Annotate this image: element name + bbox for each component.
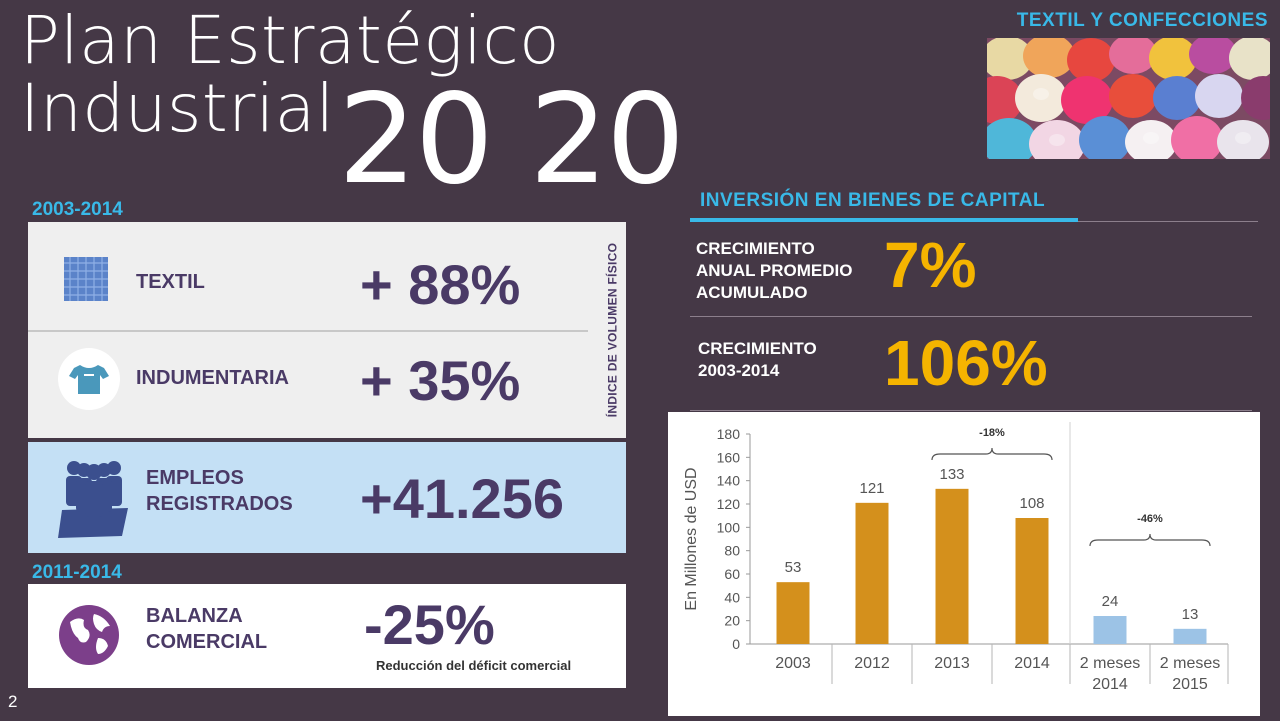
x-tick-label: 2015	[1172, 676, 1208, 693]
indumentaria-value: + 35%	[360, 349, 521, 412]
bar-0	[776, 582, 810, 644]
page-title-year: 20 20	[338, 68, 685, 212]
x-tick-label: 2013	[934, 655, 970, 672]
y-tick-label: 40	[724, 589, 740, 605]
x-tick-label: 2 meses	[1080, 655, 1140, 672]
bar-value-label: 108	[1019, 495, 1044, 512]
textil-value: + 88%	[360, 253, 521, 316]
x-tick-label: 2 meses	[1160, 655, 1220, 672]
x-tick-label: 2014	[1092, 676, 1128, 693]
globe-icon	[58, 604, 120, 666]
sector-title: TEXTIL Y CONFECCIONES	[1016, 10, 1268, 31]
bar-2	[935, 488, 969, 644]
annotation-label: -18%	[979, 427, 1005, 439]
volume-index-note: ÍNDICE DE VOLUMEN FÍSICO	[605, 242, 620, 418]
balanza-label: BALANZA COMERCIAL	[146, 604, 267, 655]
investment-bar-chart: 0 20 40 60 80 100 120 140 160 180 En Millones de U…	[683, 422, 1229, 693]
page-number: 2	[8, 692, 18, 711]
y-tick-label: 100	[717, 519, 741, 535]
bar-value-label: 13	[1182, 606, 1199, 623]
divider	[690, 410, 1252, 411]
y-tick-label: 80	[724, 543, 740, 559]
balanza-panel: BALANZA COMERCIAL -25% Reducción del déf…	[28, 584, 626, 688]
annotation-brace	[931, 447, 1053, 461]
empleos-value: +41.256	[360, 467, 564, 530]
empleos-label-line1: EMPLEOS	[146, 467, 244, 489]
bar-value-label: 121	[859, 480, 884, 497]
investment-chart-card: 0 20 40 60 80 100 120 140 160 180 En Millones de U…	[668, 412, 1260, 716]
balanza-label-line1: BALANZA	[146, 605, 243, 627]
bar-4	[1093, 616, 1127, 644]
page-title-line1: Plan Estratégico	[20, 2, 561, 79]
thread-spools-image	[987, 38, 1270, 159]
annotation-brace	[1089, 533, 1211, 547]
kpi2-value: 106%	[884, 327, 1048, 399]
kpi1-label-line3: ACUMULADO	[696, 283, 808, 303]
x-tick-label: 2003	[775, 655, 811, 672]
kpi2-label: CRECIMIENTO 2003-2014	[698, 338, 817, 382]
y-tick-label: 120	[717, 496, 741, 512]
bar-1	[855, 502, 889, 644]
kpi1-label-line2: ANUAL PROMEDIO	[696, 261, 853, 281]
kpi2-label-line2: 2003-2014	[698, 361, 780, 381]
tshirt-icon	[58, 348, 120, 410]
page-title-line2: Industrial	[20, 70, 335, 147]
x-tick-label: 2012	[854, 655, 890, 672]
divider	[28, 330, 588, 332]
investment-title-underline	[690, 218, 1078, 222]
bar-5	[1173, 628, 1207, 644]
people-group-icon	[56, 458, 134, 538]
y-tick-label: 160	[717, 449, 741, 465]
balanza-label-line2: COMERCIAL	[146, 630, 268, 653]
bar-value-label: 53	[785, 559, 802, 576]
fabric-swatch-icon	[64, 257, 108, 301]
bar-3	[1015, 518, 1049, 644]
empleos-label-line2: REGISTRADOS	[146, 492, 293, 515]
balanza-note: Reducción del déficit comercial	[376, 658, 572, 673]
y-tick-label: 140	[717, 473, 741, 489]
bar-value-label: 133	[939, 466, 964, 483]
y-tick-label: 60	[724, 566, 740, 582]
y-tick-label: 180	[717, 426, 741, 442]
balanza-value: -25%	[364, 593, 495, 656]
empleos-panel: EMPLEOS REGISTRADOS +41.256	[28, 442, 626, 553]
volume-index-panel: TEXTIL + 88% INDUMENTARIA + 35%	[28, 222, 626, 438]
kpi2-label-line1: CRECIMIENTO	[698, 339, 817, 358]
divider	[690, 316, 1252, 317]
investment-title: INVERSIÓN EN BIENES DE CAPITAL	[700, 190, 1046, 211]
x-tick-label: 2014	[1014, 655, 1050, 672]
y-tick-label: 0	[732, 636, 740, 652]
kpi1-label-line1: CRECIMIENTO	[696, 239, 815, 258]
period-label-2011-2014: 2011-2014	[32, 562, 122, 583]
divider	[1078, 221, 1258, 222]
kpi1-value: 7%	[884, 229, 977, 301]
bar-value-label: 24	[1102, 593, 1119, 610]
empleos-label: EMPLEOS REGISTRADOS	[146, 466, 293, 517]
annotation-label: -46%	[1137, 513, 1163, 525]
kpi1-label: CRECIMIENTO ANUAL PROMEDIO ACUMULADO	[696, 238, 852, 304]
indumentaria-label: INDUMENTARIA	[136, 367, 289, 389]
y-tick-label: 20	[724, 613, 740, 629]
y-axis-label: En Millones de USD	[683, 467, 700, 610]
textil-label: TEXTIL	[136, 271, 205, 293]
period-label-2003-2014: 2003-2014	[32, 199, 123, 220]
volume-index-note-wrap: ÍNDICE DE VOLUMEN FÍSICO	[598, 222, 626, 438]
